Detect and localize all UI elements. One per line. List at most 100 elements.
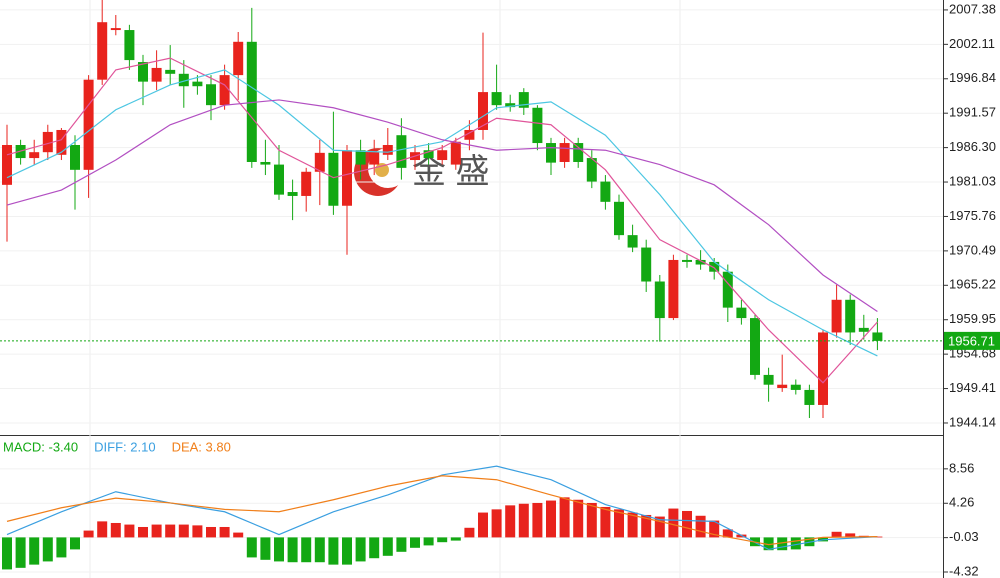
candle-body bbox=[192, 81, 203, 87]
macd-bar bbox=[42, 537, 53, 562]
macd-bar bbox=[314, 537, 325, 563]
candle-body bbox=[83, 79, 94, 170]
candle-body bbox=[627, 235, 638, 248]
candle-body bbox=[736, 307, 747, 319]
candle-body bbox=[274, 164, 284, 195]
macd-bar bbox=[586, 502, 597, 538]
candle-body bbox=[614, 201, 624, 236]
macd-bar bbox=[790, 537, 801, 550]
candle-body bbox=[165, 69, 176, 74]
macd-bar bbox=[287, 537, 298, 563]
candle-body bbox=[246, 41, 257, 162]
candle-body bbox=[668, 259, 679, 319]
candle-body bbox=[872, 332, 883, 341]
macd-bar bbox=[450, 537, 461, 541]
candle-body bbox=[695, 259, 706, 265]
candle-body bbox=[763, 374, 774, 385]
macd-bar bbox=[478, 512, 488, 538]
macd-bar bbox=[437, 537, 448, 543]
macd-bar bbox=[328, 537, 339, 565]
macd-bar bbox=[219, 526, 230, 538]
candle-body bbox=[790, 384, 801, 390]
macd-bar bbox=[518, 503, 529, 538]
macd-bar bbox=[546, 500, 556, 538]
macd-bar bbox=[355, 537, 366, 562]
candle-body bbox=[29, 152, 40, 159]
y-tick-label: 8.56 bbox=[949, 460, 974, 475]
moving-average bbox=[6, 99, 878, 313]
candle-body bbox=[478, 92, 488, 130]
candle-body bbox=[682, 259, 692, 262]
macd-bar bbox=[382, 537, 393, 556]
macd-bar bbox=[178, 524, 189, 538]
candle-body bbox=[124, 30, 135, 61]
macd-bar bbox=[831, 531, 842, 538]
macd-bar bbox=[668, 508, 679, 538]
candle-body bbox=[586, 158, 597, 182]
y-tick-label: 1996.84 bbox=[949, 70, 996, 85]
candle-body bbox=[818, 332, 828, 405]
candle-body bbox=[518, 92, 529, 108]
candle-body bbox=[845, 299, 856, 333]
candle-body bbox=[654, 281, 665, 319]
candle-body bbox=[151, 67, 162, 82]
candle-body bbox=[314, 152, 325, 172]
legend-entry: DIFF: 2.10 bbox=[94, 439, 155, 454]
macd-bar bbox=[301, 537, 312, 563]
macd-bar bbox=[423, 537, 434, 546]
macd-bar bbox=[369, 537, 380, 559]
macd-bar bbox=[410, 537, 420, 548]
last-price-label: 1956.71 bbox=[948, 333, 995, 348]
candle-body bbox=[858, 327, 869, 332]
candle-body bbox=[709, 261, 720, 272]
candle-body bbox=[831, 299, 842, 333]
candle-body bbox=[777, 384, 788, 388]
candle-body bbox=[70, 145, 80, 170]
macd-bar bbox=[97, 521, 108, 538]
y-tick-label: -0.03 bbox=[949, 529, 979, 544]
candle-body bbox=[559, 143, 570, 162]
macd-bar bbox=[138, 526, 148, 538]
macd-bar bbox=[274, 537, 284, 562]
candle-body bbox=[206, 84, 216, 106]
candle-body bbox=[301, 171, 312, 196]
y-tick-label: 2007.38 bbox=[949, 1, 996, 16]
candle-body bbox=[56, 129, 67, 155]
candle-body bbox=[42, 131, 53, 153]
candle-body bbox=[437, 150, 448, 161]
candle-body bbox=[287, 192, 298, 196]
y-tick-label: 1965.22 bbox=[949, 277, 996, 292]
last-price-box bbox=[944, 331, 1000, 350]
macd-line bbox=[6, 465, 878, 551]
candle-body bbox=[532, 107, 543, 144]
y-tick-label: 1970.49 bbox=[949, 242, 996, 257]
macd-bar bbox=[124, 524, 135, 538]
macd-bar bbox=[342, 537, 352, 565]
macd-bar bbox=[641, 514, 652, 538]
macd-bar bbox=[464, 527, 475, 538]
y-tick-label: 2002.11 bbox=[949, 36, 995, 51]
candle-body bbox=[342, 150, 352, 206]
macd-bar bbox=[83, 530, 94, 538]
macd-bar bbox=[15, 537, 26, 568]
macd-bar bbox=[491, 509, 502, 538]
macd-bar bbox=[29, 537, 40, 565]
macd-bar bbox=[559, 497, 570, 538]
candle-body bbox=[491, 92, 502, 106]
candle-body bbox=[110, 28, 121, 31]
macd-bar bbox=[246, 537, 257, 558]
y-tick-label: 1975.76 bbox=[949, 208, 996, 223]
y-tick-label: 1949.41 bbox=[949, 380, 996, 395]
y-tick-label: -4.32 bbox=[949, 563, 979, 578]
candle-body bbox=[97, 22, 108, 80]
candle-body bbox=[423, 150, 434, 159]
candle-body bbox=[178, 73, 189, 87]
moving-average bbox=[6, 57, 878, 384]
legend-entry: MACD: -3.40 bbox=[3, 439, 78, 454]
macd-line bbox=[6, 475, 878, 546]
macd-bar bbox=[763, 537, 774, 551]
watermark-text: 金 盛 bbox=[412, 153, 489, 191]
candle-body bbox=[450, 141, 461, 165]
macd-bar bbox=[505, 505, 516, 538]
